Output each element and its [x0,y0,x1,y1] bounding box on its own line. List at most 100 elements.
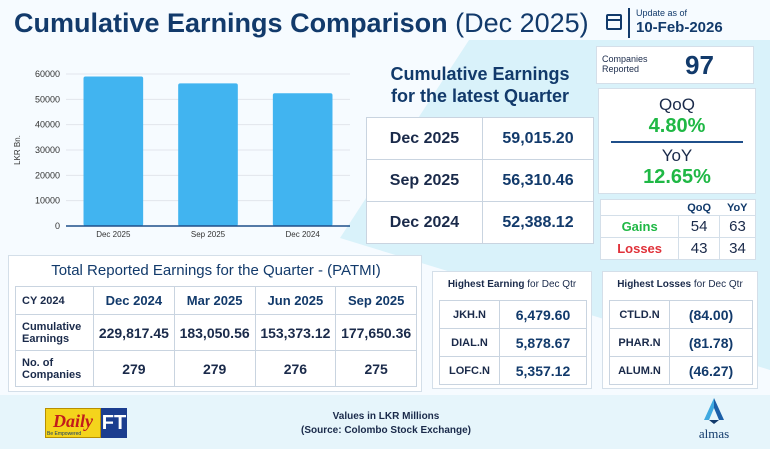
table-cell: 183,050.56 [173,314,256,351]
ticker: ALUM.N [609,356,670,385]
ticker: DIAL.N [439,328,500,357]
value: 6,479.60 [499,300,587,329]
bar [83,76,144,226]
latest-quarter-title-line1: Cumulative Earnings [390,64,570,84]
x-tick-label: Dec 2024 [286,230,321,239]
companies-reported-value: 97 [685,50,714,80]
table-cell: 276 [254,350,337,387]
latest-quarter-title-line2: for the latest Quarter [390,86,570,106]
gains-qoq: 54 [678,215,720,238]
gains-losses-table: QoQ YoY Gains 54 63 Losses 43 34 [599,199,757,260]
value: (84.00) [669,300,753,329]
quarter-label: Dec 2025 [366,117,483,160]
row-label: Cumulative Earnings [15,314,94,351]
y-tick-label: 0 [55,221,60,231]
highest-earning-box: Highest Earning for Dec Qtr JKH.N 6,479.6… [432,271,592,389]
title-period: (Dec 2025) [455,8,589,38]
highest-losses-title: Highest Losses for Dec Qtr [603,279,757,290]
value: (46.27) [669,356,753,385]
ticker: PHAR.N [609,328,670,357]
table-row: CTLD.N (84.00) [609,300,753,329]
table-row: LOFC.N 5,357.12 [439,356,587,385]
value: 5,878.67 [499,328,587,357]
losses-yoy: 34 [718,237,757,260]
divider [628,8,630,38]
title-bold: Highest Earning [447,279,525,290]
highest-earning-table: JKH.N 6,479.60 DIAL.N 5,878.67 LOFC.N 5,357… [439,300,587,385]
y-tick-label: 50000 [35,94,60,104]
patmi-title: Total Reported Earnings for the Quarter … [51,262,381,279]
earnings-bar-chart: 0 10000 20000 30000 40000 50000 60000 LKR Bn. De… [6,58,356,248]
companies-label-line1: Companies [602,54,648,64]
dailyft-logo: Daily FT Be Empowered [45,406,129,442]
y-tick-label: 20000 [35,170,60,180]
title-rest: for Dec Qtr [691,279,743,290]
growth-box: QoQ 4.80% YoY 12.65% [598,88,756,194]
calendar-icon [606,14,622,30]
column-header: Dec 2024 [93,286,175,315]
table-row: JKH.N 6,479.60 [439,300,587,329]
almas-logo: almas [684,396,744,446]
companies-reported-label: Companies Reported [602,54,648,74]
ticker: JKH.N [439,300,500,329]
y-axis-label: LKR Bn. [13,135,22,165]
gains-label: Gains [599,215,680,238]
highest-losses-table: CTLD.N (84.00) PHAR.N (81.78) ALUM.N (46.27… [609,300,753,385]
table-row: Gains 54 63 [599,215,757,238]
table-cell: 153,373.12 [254,314,337,351]
yoy-value: 12.65% [643,166,711,188]
table-row: Sep 2025 56,310.46 [366,159,594,202]
ticker: CTLD.N [609,300,670,329]
quarter-value: 59,015.20 [482,117,594,160]
table-cell: 279 [93,350,175,387]
value: 5,357.12 [499,356,587,385]
page-title: Cumulative Earnings Comparison (Dec 2025… [14,8,589,39]
growth-divider [611,141,743,143]
patmi-table: CY 2024 Dec 2024 Mar 2025 Jun 2025 Sep 2… [15,286,417,387]
y-tick-label: 30000 [35,145,60,155]
losses-label: Losses [599,237,680,260]
bar [178,83,238,226]
losses-qoq: 43 [678,237,720,260]
footer-units: Values in LKR Millions [332,411,440,422]
y-tick-label: 10000 [35,196,60,206]
quarter-label: Sep 2025 [366,159,483,202]
table-cell: 279 [173,350,256,387]
title-rest: for Dec Qtr [524,279,577,290]
quarter-label: Dec 2024 [366,201,483,244]
chart-svg: 0 10000 20000 30000 40000 50000 60000 LKR Bn. De… [13,69,350,239]
companies-reported-box: Companies Reported 97 [596,46,754,84]
almas-logo-icon [704,398,724,424]
y-tick-label: 60000 [35,69,60,79]
table-cell: 229,817.45 [93,314,175,351]
table-row: PHAR.N (81.78) [609,328,753,357]
x-tick-label: Dec 2025 [96,230,131,239]
update-label: Update as of [636,8,688,18]
row-label: No. of Companies [15,350,94,387]
footer-band [0,395,770,449]
corner-cell: CY 2024 [15,286,94,315]
table-header-row: CY 2024 Dec 2024 Mar 2025 Jun 2025 Sep 2… [15,286,417,315]
column-header: QoQ [687,201,712,214]
highest-earning-title: Highest Earning for Dec Qtr [433,279,591,290]
logo-daily: Daily [45,408,101,438]
table-row: ALUM.N (46.27) [609,356,753,385]
companies-label-line2: Reported [602,64,640,74]
table-row: Losses 43 34 [599,237,757,260]
update-info: Update as of 10-Feb-2026 [596,6,770,42]
title-main: Cumulative Earnings Comparison [14,8,448,38]
latest-quarter-title: Cumulative Earnings for the latest Quart… [366,63,594,107]
y-tick-label: 40000 [35,120,60,130]
table-row: Dec 2024 52,388.12 [366,201,594,244]
bar [272,93,333,226]
table-cell: 177,650.36 [335,314,417,351]
quarter-value: 52,388.12 [482,201,594,244]
table-cell: 275 [335,350,417,387]
patmi-box: Total Reported Earnings for the Quarter … [8,255,422,392]
qoq-value: 4.80% [648,115,706,137]
column-header: Sep 2025 [335,286,417,315]
qoq-label: QoQ [659,95,695,114]
footer-source: (Source: Colombo Stock Exchange) [300,425,472,436]
table-row: No. of Companies 279 279 276 275 [15,350,417,387]
yoy-label: YoY [661,146,693,165]
